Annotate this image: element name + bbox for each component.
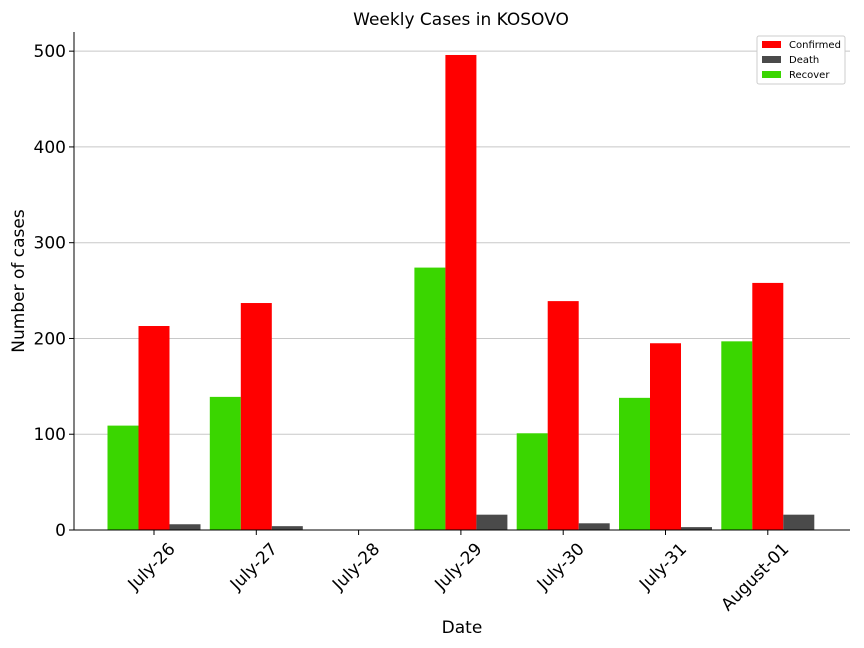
legend-swatch-recover [762,71,781,78]
x-axis-label: Date [442,618,483,638]
legend-swatch-confirmed [762,41,781,48]
y-tick-label: 400 [34,138,66,158]
chart-title: Weekly Cases in KOSOVO [353,10,569,30]
bar-death-july-29 [476,514,508,530]
bar-death-july-27 [271,526,303,530]
y-ticks: 0 100 200 300 400 500 [34,42,74,541]
bar-death-july-30 [578,523,610,530]
bar-confirmed-july-31 [650,343,681,530]
y-tick-label: 200 [34,329,66,349]
x-ticks: July-26 July-27 July-28 July-29 July-30 July-… [124,530,793,615]
legend-swatch-death [762,56,781,63]
x-tick-label: July-28 [328,539,384,595]
x-tick-label: August-01 [717,539,793,615]
bar-death-july-31 [681,527,712,530]
legend-label-recover: Recover [789,70,830,81]
x-tick-label: July-31 [635,539,691,595]
bar-recover-july-26 [107,425,139,530]
bar-recover-july-31 [619,397,650,530]
bar-recover-july-30 [516,433,548,530]
bar-confirmed-july-27 [240,303,272,530]
x-tick-label: July-29 [431,539,487,595]
bar-recover-july-29 [414,267,446,530]
x-tick-label: July-27 [226,539,282,595]
x-tick-label: July-30 [533,539,589,595]
y-axis-label: Number of cases [9,209,29,353]
bar-recover-august-01 [721,341,753,530]
bars [107,54,815,530]
legend-label-death: Death [789,55,819,66]
bar-confirmed-august-01 [752,282,784,530]
y-tick-label: 500 [34,42,66,62]
axes [73,32,850,531]
bar-confirmed-july-30 [547,301,579,530]
y-tick-label: 0 [55,521,66,541]
bar-death-july-26 [169,524,201,530]
x-tick-label: July-26 [124,539,180,595]
legend: Confirmed Death Recover [756,35,846,85]
bar-death-august-01 [783,514,815,530]
y-tick-label: 100 [34,425,66,445]
y-tick-label: 300 [34,234,66,254]
bar-confirmed-july-26 [138,326,170,530]
bar-recover-july-27 [209,396,241,530]
legend-label-confirmed: Confirmed [789,40,841,51]
bar-confirmed-july-29 [445,54,477,530]
